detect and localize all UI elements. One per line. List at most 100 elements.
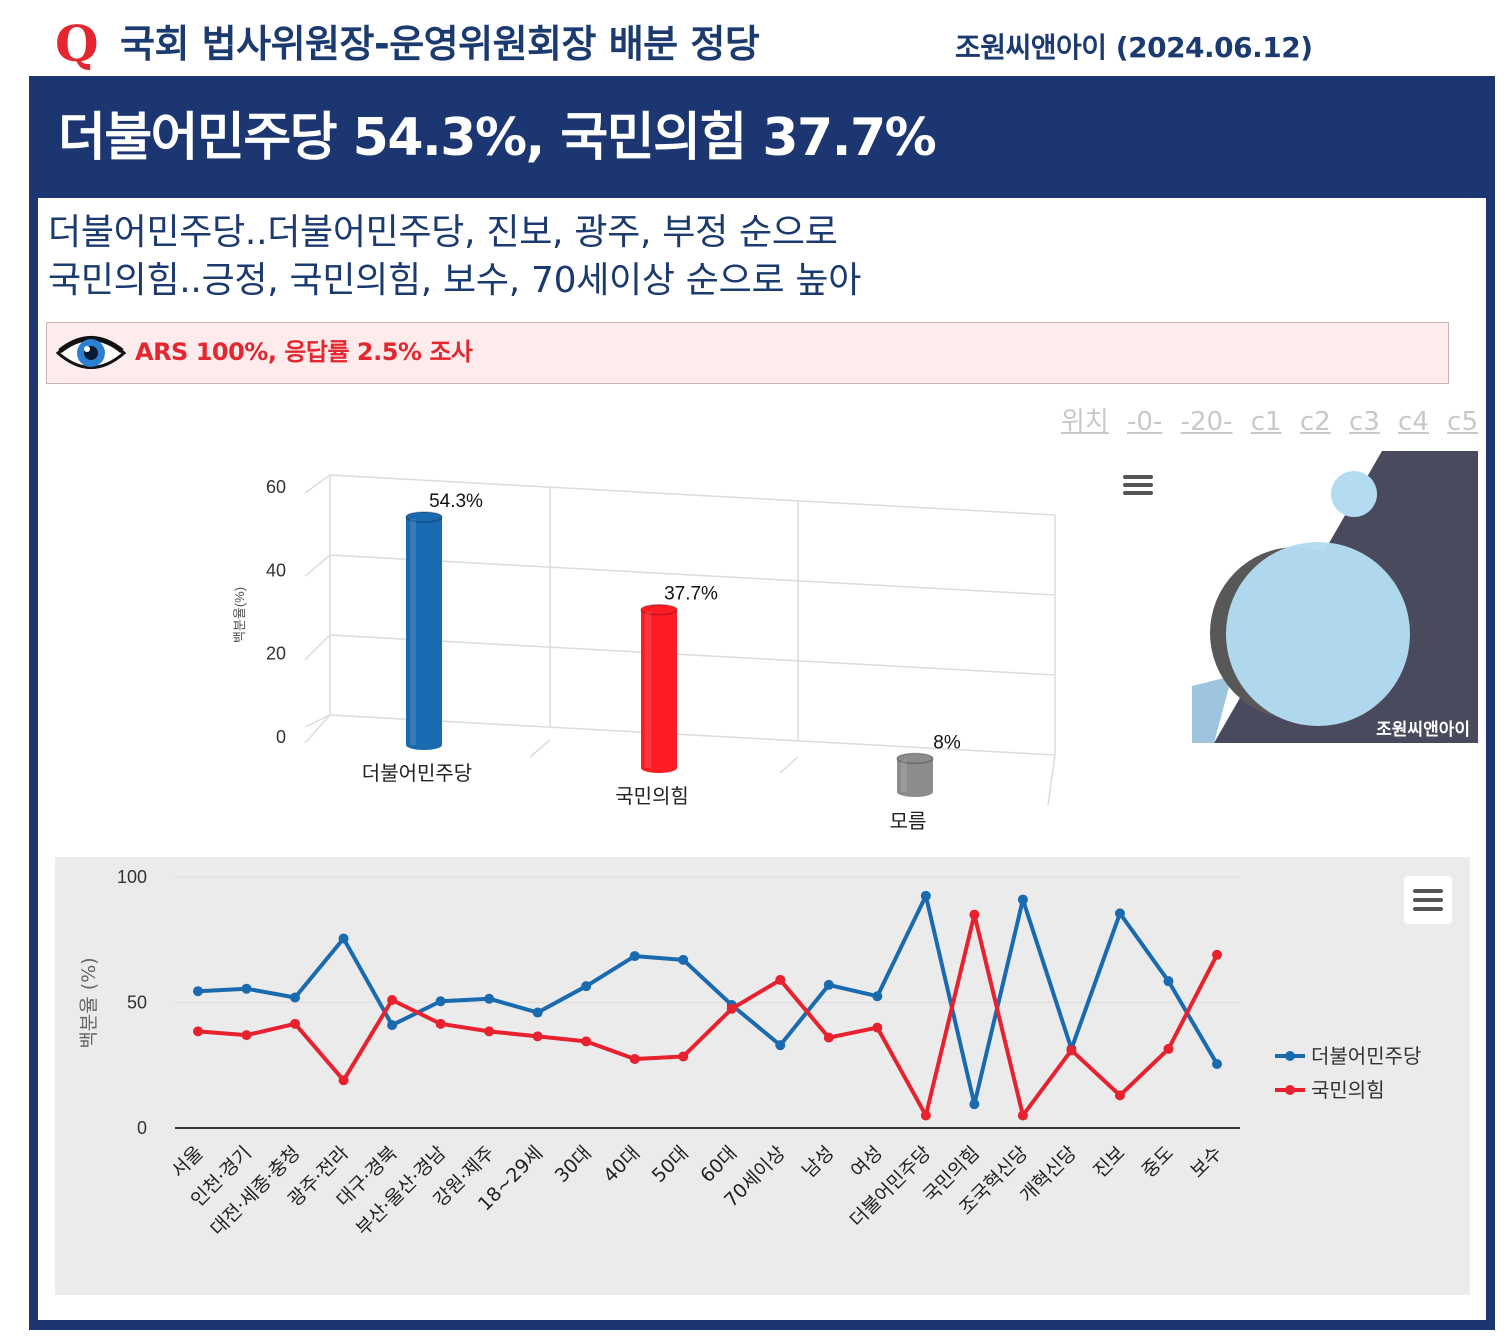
floor-divider [529,739,551,758]
subtitle-democratic: 더불어민주당..더불어민주당, 진보, 광주, 부정 순으로 [48,212,838,253]
bar-category-label: 모름 [890,809,927,833]
position-link-c4[interactable]: c4 [1398,407,1429,437]
y-tick-label: 50 [127,993,147,1013]
data-point-ppp [775,974,786,985]
grid-line-back [329,714,1056,756]
legend-item-democratic[interactable]: 더불어민주당 [1275,1040,1455,1074]
data-point-democratic [629,951,640,962]
party-bar-chart: 0 20 40 60 백분율(%) 54.3% 더불어민주당 37.7% 국민의힘 8% 모름 [232,474,1056,833]
data-point-democratic [484,993,495,1004]
bar-highlight [901,760,907,792]
data-point-ppp [581,1036,592,1047]
bar-data-label: 37.7% [664,584,718,605]
position-link-label[interactable]: 위치 [1060,407,1109,437]
data-point-democratic [532,1007,543,1018]
bar-body [406,516,442,745]
grid-line-side [304,634,331,661]
data-point-ppp [1114,1090,1125,1101]
x-tick-label: 여성 [847,1142,887,1182]
x-tick-label: 서울 [167,1142,207,1182]
position-link-c2[interactable]: c2 [1299,407,1331,437]
bar-data-label: 54.3% [429,491,483,512]
legend-item-ppp[interactable]: 국민의힘 [1275,1074,1455,1108]
x-tick-label: 50대 [648,1142,693,1187]
data-point-democratic [193,986,203,997]
grid-line-side [304,714,331,744]
bar-top [896,752,934,765]
data-point-democratic [1114,908,1125,919]
position-link-0[interactable]: -0- [1127,407,1163,437]
bar-top [405,511,443,523]
data-point-ppp [629,1053,640,1064]
logo-text: 조원씨앤아이 [1376,720,1470,739]
series-line-democratic [197,893,1219,1107]
y-tick-label: 0 [276,727,286,747]
data-point-ppp [193,1026,203,1037]
data-point-ppp [435,1018,446,1029]
data-point-democratic [581,981,592,992]
bar-category-label: 더불어민주당 [362,761,472,785]
y-tick-label: 60 [266,477,286,497]
data-point-ppp [1066,1045,1077,1056]
data-point-ppp [872,1022,883,1033]
x-tick-label: 중도 [1138,1142,1178,1182]
method-box [46,322,1449,384]
subtitle-ppp: 국민의힘..긍정, 국민의힘, 보수, 70세이상 순으로 높아 [48,260,862,301]
company-logo: 조원씨앤아이 [1192,451,1478,743]
x-tick-label: 남성 [798,1142,838,1182]
y-axis-label: 백분율(%) [232,587,247,643]
position-link-c3[interactable]: c3 [1348,407,1380,437]
bar-base [406,740,442,750]
data-point-ppp [241,1030,252,1041]
legend-label-ppp: 국민의힘 [1311,1078,1385,1102]
x-tick-label: 진보 [1089,1142,1129,1182]
data-point-ppp [338,1075,349,1086]
x-tick-label: 40대 [599,1142,644,1187]
bar-cylinder [640,603,678,773]
position-links: 위치 -0- -20- c1 c2 c3 c4 c5 [1061,402,1478,442]
data-point-ppp [387,994,398,1005]
floor-divider [779,756,799,774]
bar-category-label: 국민의힘 [615,784,689,808]
data-point-democratic [241,983,252,994]
chart-menu-icon[interactable] [1119,470,1157,500]
data-point-ppp [726,1003,737,1014]
bar-data-label: 8% [933,732,961,753]
legend-marker-ppp [1275,1085,1305,1095]
hamburger-icon [1413,889,1443,911]
data-point-ppp [1017,1110,1028,1121]
position-link-20[interactable]: -20- [1180,407,1233,437]
data-point-democratic [775,1040,786,1051]
data-point-ppp [1212,949,1222,960]
data-point-ppp [678,1051,689,1062]
line-chart-menu-icon[interactable] [1404,876,1452,924]
position-link-c1[interactable]: c1 [1250,407,1282,437]
data-point-democratic [1017,894,1028,905]
bar-base [641,763,677,773]
y-tick-label: 0 [137,1118,147,1138]
bar-base [897,787,933,797]
bar-highlight [645,611,651,768]
data-point-democratic [290,992,301,1003]
line-chart-panel [55,857,1470,1295]
line-chart-legend: 더불어민주당 국민의힘 [1275,1040,1455,1108]
data-point-ppp [532,1031,543,1042]
x-tick-label: 60대 [696,1142,741,1187]
data-point-democratic [920,890,931,901]
y-axis-label: 백분율 (%) [78,957,100,1048]
grid-line-back [329,474,1056,516]
floor-divider [304,714,331,728]
data-point-democratic [338,933,349,944]
grid-line-side [304,554,331,577]
headline: 더불어민주당 54.3%, 국민의힘 37.7% [58,108,937,168]
data-point-democratic [387,1020,398,1031]
grid-line-side [304,474,331,494]
bar-cylinder [896,752,934,797]
question-title: 국회 법사위원장-운영위원회장 배분 정당 [120,22,760,66]
data-point-democratic [435,996,446,1007]
y-tick-label: 100 [117,867,147,887]
grid-line-back [329,554,1056,596]
position-link-c5[interactable]: c5 [1447,407,1478,437]
